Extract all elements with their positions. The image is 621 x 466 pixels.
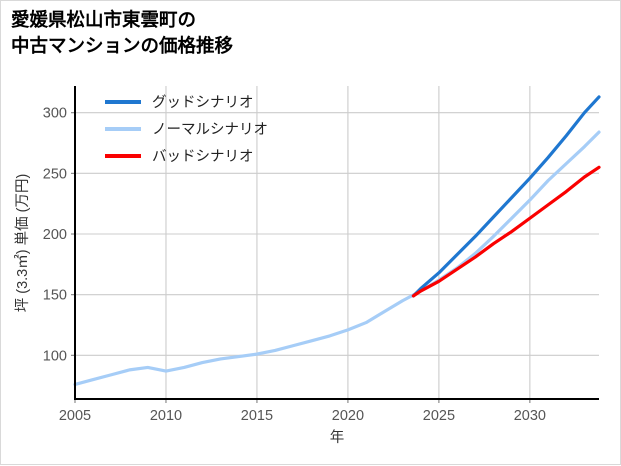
y-tick-label: 200	[43, 227, 67, 243]
x-tick-label: 2025	[423, 408, 455, 424]
y-tick-label: 300	[43, 106, 67, 122]
y-axis-title: 坪 (3.3㎡) 単価 (万円)	[14, 174, 31, 313]
axis-spines	[74, 86, 599, 400]
y-tick-label: 100	[43, 348, 67, 364]
gridlines	[74, 86, 599, 399]
y-tick-label: 250	[43, 166, 67, 182]
series-line-バッドシナリオ	[411, 165, 601, 298]
x-tick-label: 2005	[59, 408, 91, 424]
legend-label-2: バッドシナリオ	[152, 149, 254, 165]
x-tick-label: 2020	[332, 408, 364, 424]
x-axis-title: 年	[330, 429, 345, 446]
page-title: 愛媛県松山市東雲町の 中古マンションの価格推移	[11, 9, 234, 57]
series-lines	[73, 95, 601, 387]
x-tick-label: 2010	[150, 408, 182, 424]
x-tick-label: 2015	[241, 408, 273, 424]
x-tick-label: 2030	[514, 408, 546, 424]
legend-label-0: グッドシナリオ	[152, 94, 254, 111]
legend-label-1: ノーマルシナリオ	[152, 122, 268, 138]
series-line-ノーマルシナリオ	[73, 130, 601, 387]
y-tick-labels: 100 150 200 250 300	[43, 106, 67, 365]
series-line-グッドシナリオ	[411, 95, 601, 298]
x-tick-labels: 2005 2010 2015 2020 2025 2030	[59, 408, 546, 424]
y-tick-label: 150	[43, 288, 67, 304]
